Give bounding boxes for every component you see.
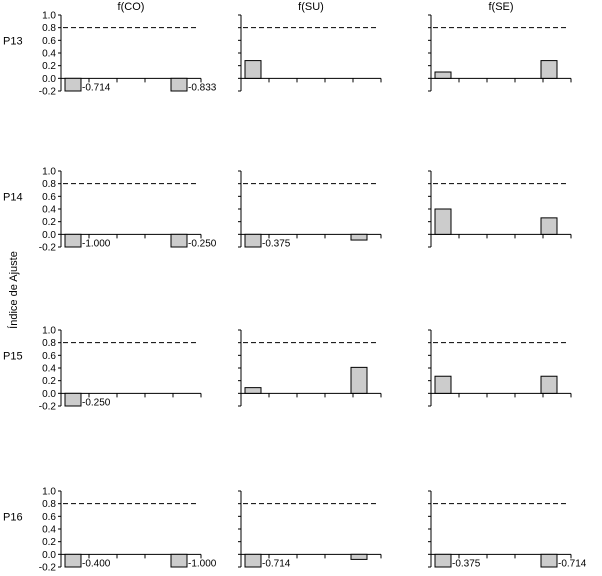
y-tick-label: 0.8 (42, 23, 56, 34)
bar-value-label: -1.000 (82, 238, 111, 249)
bar-2-2-1 (540, 375, 558, 394)
y-tick-label: -0.2 (39, 87, 57, 98)
bar-0-0-0 (64, 77, 82, 92)
bar-value-label: -0.400 (82, 558, 111, 569)
y-tick-label: -0.2 (39, 243, 57, 254)
column-title-0: f(CO) (118, 1, 145, 13)
bar-2-1-1 (350, 366, 368, 394)
bar-0-2-1 (540, 60, 558, 79)
bar-2-0-0 (64, 392, 82, 407)
bar-value-label: -0.250 (82, 397, 111, 408)
bar-3-1-0 (244, 553, 262, 568)
bar-value-label: -0.714 (82, 82, 111, 93)
y-tick-label: 0.6 (42, 192, 56, 203)
column-title-2: f(SE) (488, 1, 513, 13)
row-label-0: P13 (3, 35, 23, 47)
bar-3-0-1 (170, 553, 188, 568)
y-tick-label: 0.8 (42, 338, 56, 349)
panel-0-2 (428, 14, 572, 92)
bar-1-2-0 (434, 208, 452, 235)
row-label-2: P15 (3, 350, 23, 362)
bar-value-label: -1.000 (188, 558, 217, 569)
bar-1-1-0 (244, 233, 262, 248)
y-tick-label: 0.4 (42, 205, 56, 216)
bar-3-2-1 (540, 553, 558, 568)
y-tick-label: 0.2 (42, 376, 56, 387)
bar-1-1-1 (350, 233, 368, 241)
bar-value-label: -0.375 (262, 238, 291, 249)
panel-0-1 (238, 14, 382, 92)
bar-2-1-0 (244, 387, 262, 394)
y-tick-label: 0.6 (42, 351, 56, 362)
bar-value-label: -0.250 (188, 238, 217, 249)
bar-3-0-0 (64, 553, 82, 568)
y-tick-label: 1.0 (42, 167, 56, 178)
y-tick-label: 0.8 (42, 179, 56, 190)
y-tick-label: 0.4 (42, 364, 56, 375)
bar-0-0-1 (170, 77, 188, 92)
bar-value-label: -0.375 (452, 558, 481, 569)
y-tick-label: 0.2 (42, 537, 56, 548)
bar-3-1-1 (350, 553, 368, 560)
bar-value-label: -0.833 (188, 82, 217, 93)
y-tick-label: 0.0 (42, 389, 56, 400)
y-tick-label: 0.0 (42, 74, 56, 85)
bar-value-label: -0.714 (262, 558, 291, 569)
bar-1-0-1 (170, 233, 188, 248)
panel-2-0: 1.00.8 0.6 0.40.2 0.0 -0.2 (39, 326, 202, 413)
y-tick-label: 0.8 (42, 499, 56, 510)
y-tick-label: -0.2 (39, 402, 57, 413)
bar-1-0-0 (64, 233, 82, 248)
y-tick-label: 0.0 (42, 230, 56, 241)
bar-value-label: -0.714 (558, 558, 587, 569)
y-tick-label: 0.6 (42, 512, 56, 523)
y-tick-label: 0.0 (42, 550, 56, 561)
column-title-1: f(SU) (298, 1, 324, 13)
y-axis-label: Índice de Ajuste (7, 251, 20, 329)
bar-1-2-1 (540, 217, 558, 235)
y-tick-label: 1.0 (42, 11, 56, 22)
panel-2-2 (428, 329, 572, 407)
y-tick-label: 0.2 (42, 217, 56, 228)
row-label-1: P14 (3, 191, 23, 203)
y-tick-label: -0.2 (39, 563, 57, 574)
row-label-3: P16 (3, 511, 23, 523)
bar-3-2-0 (434, 553, 452, 568)
y-tick-label: 0.2 (42, 61, 56, 72)
bar-0-2-0 (434, 71, 452, 79)
panel-3-0: 1.00.8 0.6 0.40.2 0.0 -0.2 (39, 487, 202, 574)
panels-layer: f(CO) f(SU) f(SE)P13P14P15P161.00.80.60.40… (3, 1, 587, 574)
y-tick-label: 1.0 (42, 487, 56, 498)
y-tick-label: 0.6 (42, 36, 56, 47)
y-tick-label: 0.4 (42, 49, 56, 60)
bar-0-1-0 (244, 60, 262, 79)
y-tick-label: 0.4 (42, 525, 56, 536)
y-tick-label: 1.0 (42, 326, 56, 337)
bar-2-2-0 (434, 375, 452, 394)
